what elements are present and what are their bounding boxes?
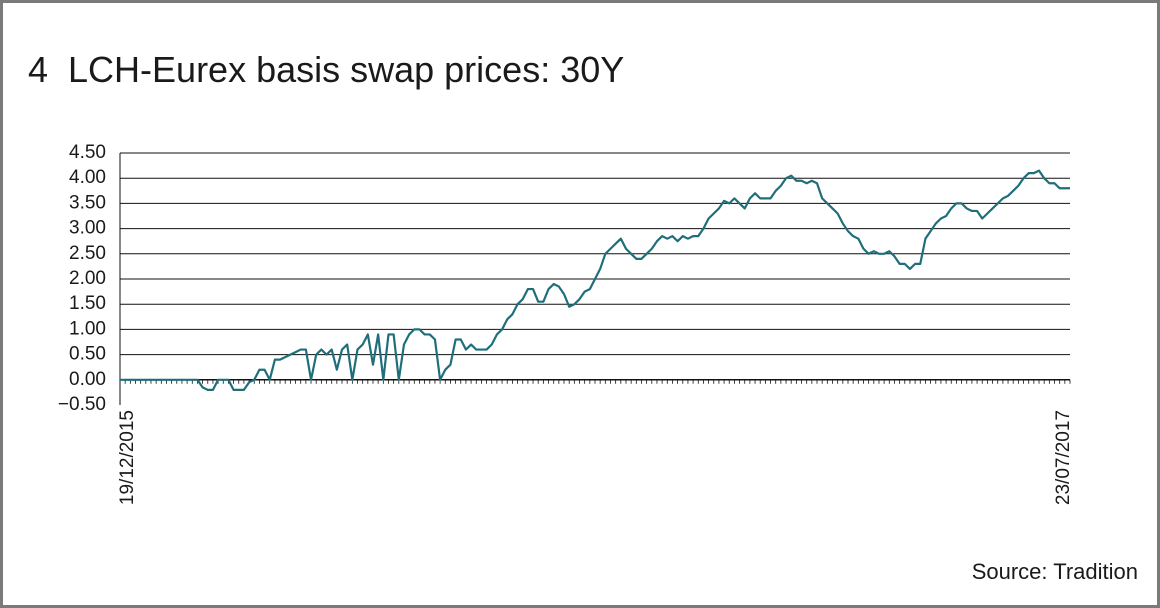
x-tick-label: 19/12/2015	[117, 410, 138, 505]
y-tick-label: 2.50	[69, 243, 106, 264]
x-tick-label: 23/07/2017	[1053, 410, 1074, 505]
y-tick-label: 1.00	[69, 318, 106, 339]
y-tick-label: 3.50	[69, 192, 106, 213]
data-line	[120, 169, 1070, 391]
y-tick-label: −0.50	[58, 394, 106, 415]
y-tick-label: 0.50	[69, 344, 106, 365]
source-note: Source: Tradition	[972, 559, 1138, 584]
y-tick-label: 4.50	[69, 142, 106, 163]
y-tick-label: 1.50	[69, 293, 106, 314]
y-tick-label: 0.00	[69, 369, 106, 390]
y-tick-label: 4.00	[69, 167, 106, 188]
y-tick-label: 2.00	[69, 268, 106, 289]
chart-title: 4 LCH-Eurex basis swap prices: 30Y	[28, 49, 624, 90]
y-tick-label: 3.00	[69, 218, 106, 239]
